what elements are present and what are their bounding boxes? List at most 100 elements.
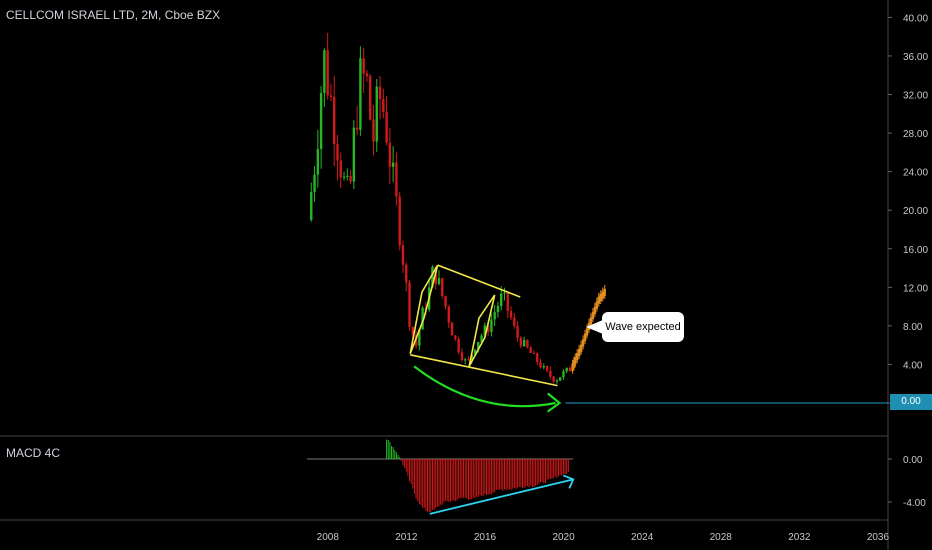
candle-body: [509, 310, 513, 318]
candle-body: [336, 144, 339, 161]
candle-body: [405, 264, 408, 283]
candle-body: [431, 266, 434, 288]
candle-body: [539, 362, 542, 368]
candle-body: [562, 371, 565, 378]
projection-candle: [577, 348, 581, 357]
candle-body: [418, 329, 421, 346]
candle-body: [529, 347, 532, 353]
price-tick-label: 16.00: [903, 245, 928, 256]
price-tick-label: 36.00: [903, 52, 928, 63]
time-tick-label: 2032: [788, 532, 811, 543]
price-tick-label: 28.00: [903, 129, 928, 140]
time-tick-label: 2028: [710, 532, 733, 543]
candle-body: [473, 349, 477, 355]
wave-box-two: [468, 294, 496, 367]
candle-body: [549, 370, 552, 377]
wedge-upper-line: [437, 264, 521, 298]
candle-body: [565, 367, 568, 372]
candle-body: [526, 340, 529, 348]
price-tick-label: 8.00: [903, 322, 923, 333]
candle-body: [346, 175, 349, 177]
time-tick-label: 2016: [474, 532, 497, 543]
candle-body: [332, 96, 336, 145]
candle-body: [310, 192, 313, 220]
candle-body: [313, 174, 316, 193]
macd-tick-label: -4.00: [903, 498, 926, 509]
candle-body: [352, 127, 356, 182]
candle-body: [457, 338, 460, 353]
projection-candle: [599, 293, 602, 302]
candle-body: [513, 317, 516, 326]
candle-body: [349, 175, 352, 182]
candle-body: [437, 278, 441, 285]
last-price-label: 0.00: [890, 394, 932, 410]
annotation-pointer: [586, 320, 603, 334]
projection-candle: [571, 363, 574, 371]
projection-candle: [601, 291, 604, 299]
price-tick-label: 24.00: [903, 168, 928, 179]
time-tick-label: 2008: [317, 532, 340, 543]
candle-body: [388, 142, 392, 167]
candle-body: [385, 112, 388, 143]
reversal-arc-arrowhead: [547, 392, 562, 413]
candle-body: [558, 377, 562, 381]
candle-body: [401, 245, 405, 265]
candle-body: [480, 335, 483, 343]
projection-candle: [581, 339, 585, 347]
candle-body: [444, 296, 447, 307]
wedge-lower-line: [410, 354, 558, 387]
candle-body: [398, 196, 401, 246]
candle-body: [552, 376, 555, 382]
wave-box-one: [409, 264, 439, 355]
candle-body: [519, 337, 523, 347]
projection-candle: [603, 288, 606, 296]
candle-body: [395, 162, 398, 197]
time-tick-label: 2036: [867, 532, 890, 543]
candle-body: [421, 307, 424, 330]
price-tick-label: 4.00: [903, 360, 923, 371]
projection-candle: [595, 301, 599, 309]
candle-body: [506, 292, 509, 311]
candle-body: [460, 352, 464, 361]
projection-candle: [583, 333, 587, 341]
candle-body: [490, 319, 493, 332]
candle-body: [441, 278, 444, 297]
candle-body: [467, 359, 470, 361]
candle-body: [536, 353, 539, 363]
price-tick-label: 32.00: [903, 91, 928, 102]
callout-text: Wave expected: [605, 321, 681, 333]
time-tick-label: 2020: [552, 532, 575, 543]
candle-body: [486, 325, 490, 332]
candle-body: [463, 359, 467, 361]
price-tick-label: 20.00: [903, 206, 928, 217]
candle-body: [454, 335, 457, 339]
candle-body: [545, 366, 549, 371]
candle-body: [568, 367, 572, 372]
candle-body: [369, 76, 372, 120]
candle-body: [339, 160, 342, 178]
candle-body: [522, 340, 526, 347]
candle-body: [411, 326, 414, 336]
candle-body: [342, 176, 346, 178]
wave-expected-callout[interactable]: Wave expected: [602, 312, 684, 342]
candle-body: [375, 86, 378, 142]
candle-body: [365, 73, 369, 77]
price-tick-label: 40.00: [903, 13, 928, 24]
candle-body: [503, 292, 506, 294]
candle-body: [378, 86, 382, 100]
macd-divergence-arrowhead: [562, 474, 575, 489]
candle-body: [326, 50, 329, 96]
chart-title: CELLCOM ISRAEL LTD, 2M, Cboe BZX: [6, 8, 221, 22]
projection-candle: [572, 360, 576, 368]
candle-body: [319, 93, 323, 150]
price-tick-label: 12.00: [903, 283, 928, 294]
candle-body: [447, 306, 451, 323]
candle-body: [323, 50, 326, 94]
candle-body: [477, 342, 480, 350]
time-tick-label: 2024: [631, 532, 654, 543]
candle-body: [355, 127, 359, 130]
candle-body: [408, 282, 411, 327]
projection-candle: [597, 296, 601, 304]
projection-candle: [593, 306, 597, 314]
